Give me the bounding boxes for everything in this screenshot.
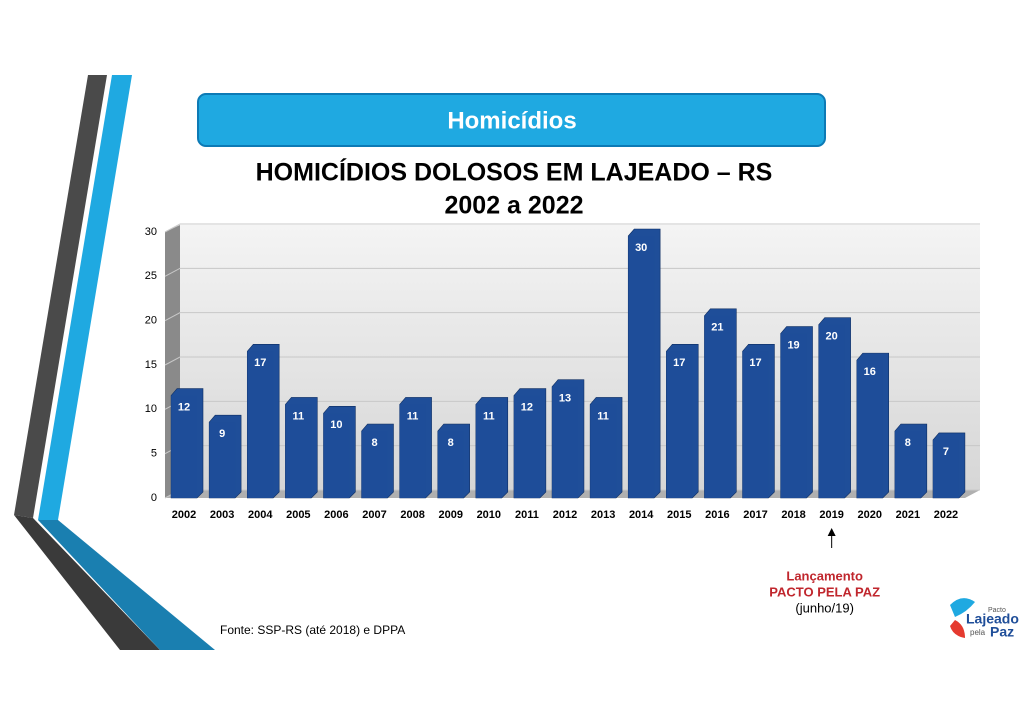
x-tick-label: 2010 (477, 509, 501, 521)
bar-face (742, 351, 769, 498)
x-tick-label: 2007 (362, 509, 386, 521)
bar-face (628, 236, 655, 498)
bar-face (285, 404, 312, 498)
x-tick-label: 2004 (248, 509, 273, 521)
y-tick-label: 10 (145, 403, 157, 415)
data-label: 30 (635, 242, 647, 254)
x-tick-label: 2009 (438, 509, 462, 521)
x-tick-label: 2008 (400, 509, 424, 521)
bar-face (399, 404, 426, 498)
y-tick-label: 20 (145, 315, 157, 327)
data-label: 10 (330, 419, 342, 431)
logo-text: Lajeado (966, 611, 1019, 627)
bar-face (704, 315, 731, 498)
data-label: 16 (864, 366, 876, 378)
x-tick-label: 2013 (591, 509, 615, 521)
x-tick-label: 2012 (553, 509, 577, 521)
bar-face (437, 431, 464, 498)
bar-face (171, 395, 197, 498)
y-tick-label: 0 (151, 492, 157, 504)
y-tick-label: 15 (145, 359, 157, 371)
deco-stripe (14, 515, 160, 650)
x-tick-label: 2019 (819, 509, 843, 521)
logo-text: pela (970, 628, 986, 637)
bar-face (513, 395, 540, 498)
bar-face (475, 404, 502, 498)
banner (197, 93, 826, 147)
x-tick-label: 2015 (667, 509, 691, 521)
bar-face (247, 351, 274, 498)
data-label: 7 (943, 446, 949, 458)
bar-face (780, 333, 807, 498)
data-label: 17 (673, 357, 685, 369)
logo-shape (950, 620, 965, 638)
bar-face (666, 351, 693, 498)
deco-stripe (38, 520, 215, 650)
banner-text: Homicídios (447, 107, 576, 134)
x-tick-label: 2018 (781, 509, 805, 521)
x-tick-label: 2020 (858, 509, 882, 521)
data-label: 13 (559, 393, 571, 405)
deco-stripe (14, 75, 107, 518)
y-tick-label: 30 (145, 226, 157, 238)
annotation-arrowhead (827, 528, 836, 536)
data-label: 21 (711, 322, 723, 334)
data-label: 17 (749, 357, 761, 369)
bar-face (590, 404, 617, 498)
deco-stripe (38, 75, 132, 520)
grid-line (164, 223, 980, 233)
y-tick-label: 25 (145, 270, 157, 282)
bar-face (209, 422, 236, 498)
data-label: 12 (178, 402, 190, 414)
data-label: 9 (219, 428, 225, 440)
x-tick-label: 2016 (705, 509, 729, 521)
bar-face (552, 386, 578, 498)
data-label: 8 (905, 437, 911, 449)
x-tick-label: 2011 (515, 509, 539, 521)
source-note: Fonte: SSP-RS (até 2018) e DPPA (220, 623, 405, 637)
data-label: 11 (407, 410, 419, 422)
bar-face (323, 413, 350, 498)
annotation-text: Lançamento (786, 568, 863, 583)
bar-face (361, 431, 388, 498)
annotation-text: PACTO PELA PAZ (769, 584, 880, 599)
annotation-text: (junho/19) (795, 600, 854, 615)
logo-shape (950, 598, 975, 617)
data-label: 12 (521, 402, 533, 414)
x-tick-label: 2017 (743, 509, 767, 521)
bar-face (894, 431, 921, 498)
data-label: 11 (597, 410, 609, 422)
data-label: 8 (448, 437, 454, 449)
chart-subtitle: 2002 a 2022 (444, 192, 583, 220)
data-label: 11 (293, 410, 305, 422)
chart-title: HOMICÍDIOS DOLOSOS EM LAJEADO – RS (256, 158, 773, 187)
data-label: 19 (787, 339, 799, 351)
data-label: 11 (483, 410, 495, 422)
bar-face (933, 439, 959, 498)
x-tick-label: 2022 (934, 509, 958, 521)
x-tick-label: 2006 (324, 509, 348, 521)
y-tick-label: 5 (151, 448, 157, 460)
bar-face (818, 324, 845, 498)
logo-text: Paz (990, 624, 1014, 640)
data-label: 17 (254, 357, 266, 369)
x-tick-label: 2014 (629, 509, 654, 521)
x-tick-label: 2005 (286, 509, 310, 521)
data-label: 20 (826, 331, 838, 343)
bar-face (856, 360, 883, 498)
logo-text: Pacto (988, 607, 1006, 614)
data-label: 8 (371, 437, 377, 449)
x-tick-label: 2003 (210, 509, 234, 521)
x-tick-label: 2002 (172, 509, 196, 521)
logo: Pacto Lajeado pela Paz (950, 598, 1019, 640)
grid-line (164, 267, 980, 277)
x-tick-label: 2021 (896, 509, 920, 521)
